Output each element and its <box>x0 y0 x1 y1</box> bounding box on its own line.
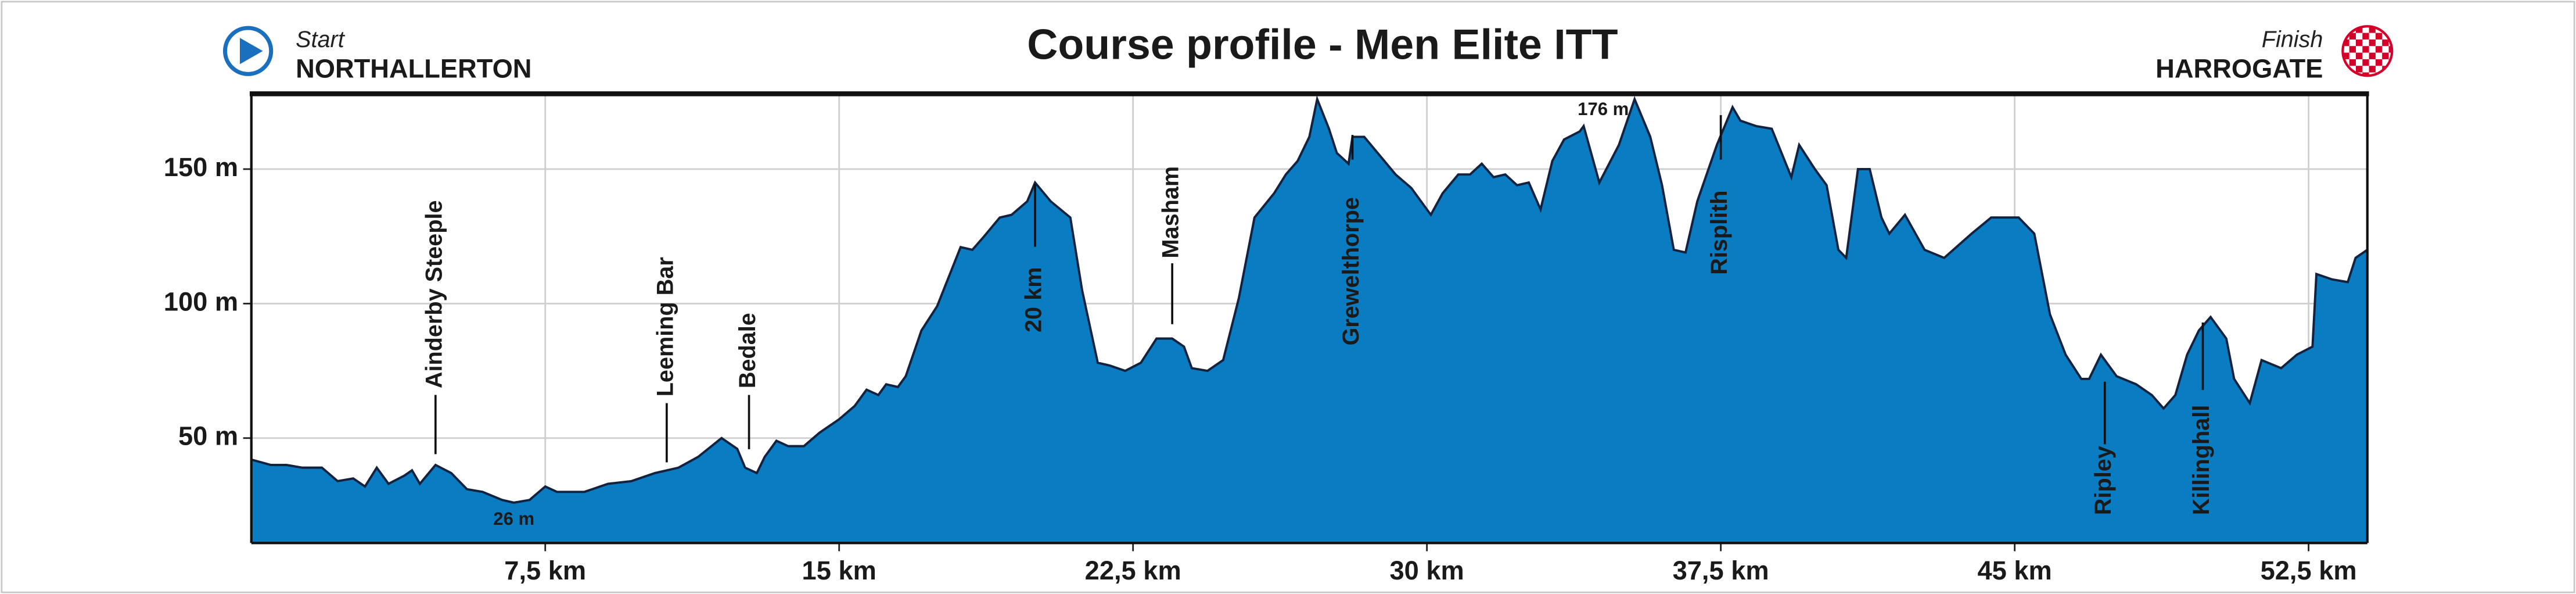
y-tick-label: 50 m <box>178 421 238 451</box>
place-label: Risplith <box>1706 190 1732 274</box>
chart-title: Course profile - Men Elite ITT <box>1027 20 1618 69</box>
place-label: Leeming Bar <box>652 257 678 396</box>
finish-icon <box>2343 26 2392 76</box>
x-tick-label: 37,5 km <box>1673 556 1769 585</box>
start-city: NORTHALLERTON <box>296 54 531 84</box>
elevation-line <box>251 95 2368 504</box>
elevation-label: 26 m <box>493 509 534 529</box>
place-label: Ripley <box>2090 446 2116 515</box>
start-arrow <box>239 38 263 65</box>
x-tick-label: 45 km <box>1977 556 2052 585</box>
x-tick-label: 30 km <box>1390 556 1464 585</box>
axes: 50 m 100 m 150 m 7,5 km 15 km 22,5 km 30 km 37,… <box>164 91 2369 585</box>
y-tick-label: 150 m <box>164 152 238 182</box>
place-label: Bedale <box>735 313 760 388</box>
x-tick-label: 15 km <box>802 556 876 585</box>
finish-label: Finish <box>2262 27 2323 52</box>
place-label: Killinghall <box>2189 405 2214 515</box>
place-label: Grewelthorpe <box>1338 197 1364 345</box>
elevation-label: 176 m <box>1578 99 1629 119</box>
start-label: Start <box>296 27 346 52</box>
x-tick-label: 22,5 km <box>1085 556 1181 585</box>
finish-city: HARROGATE <box>2155 54 2323 84</box>
y-tick-label: 100 m <box>164 287 238 316</box>
annotations: Ainderby Steeple Leeming Bar Bedale 20 km Ma… <box>421 99 2214 529</box>
place-label: 20 km <box>1021 267 1047 332</box>
place-label: Ainderby Steeple <box>421 200 447 388</box>
x-tick-label: 7,5 km <box>504 556 586 585</box>
finish-ring <box>2341 25 2394 77</box>
elevation-area <box>251 99 2367 543</box>
x-tick-label: 52,5 km <box>2261 556 2357 585</box>
profile <box>251 95 2368 543</box>
place-label: Masham <box>1158 166 1184 259</box>
